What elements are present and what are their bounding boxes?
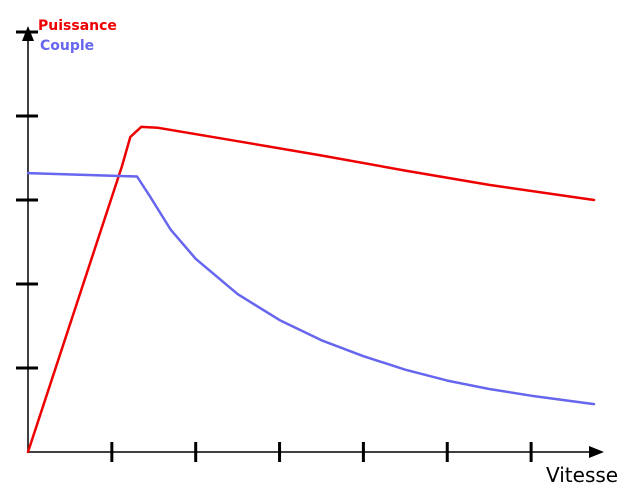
x-axis-arrow — [589, 446, 604, 458]
series-line-couple — [26, 171, 596, 406]
series-lines — [26, 125, 596, 454]
x-axis-label: Vitesse — [546, 463, 618, 487]
legend-item-puissance: Puissance — [38, 18, 117, 34]
legend: Puissance Couple — [38, 18, 117, 54]
series-line-puissance — [26, 125, 596, 454]
ticks — [16, 30, 533, 462]
legend-item-couple: Couple — [40, 38, 94, 54]
